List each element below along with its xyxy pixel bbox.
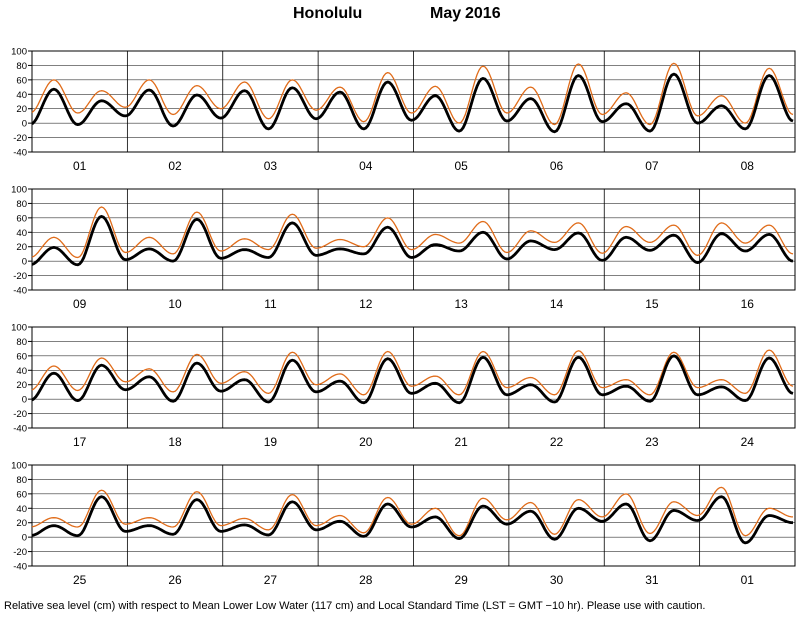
y-tick-label: 80 bbox=[16, 475, 27, 486]
y-tick-label: -20 bbox=[13, 547, 27, 558]
day-label: 23 bbox=[645, 435, 659, 449]
y-tick-label: -20 bbox=[13, 409, 27, 420]
y-tick-label: 80 bbox=[16, 337, 27, 348]
y-tick-label: -40 bbox=[13, 286, 27, 297]
chart-title: Honolulu May 2016 bbox=[0, 5, 800, 27]
day-label: 31 bbox=[645, 573, 659, 587]
y-tick-label: 100 bbox=[11, 185, 27, 196]
day-label: 06 bbox=[550, 159, 564, 173]
month-label: May bbox=[430, 5, 462, 22]
observed-tide-line bbox=[31, 354, 794, 405]
y-tick-label: -20 bbox=[13, 133, 27, 144]
y-tick-label: -40 bbox=[13, 562, 27, 573]
y-tick-label: 60 bbox=[16, 489, 27, 500]
y-tick-label: 100 bbox=[11, 323, 27, 334]
y-tick-label: 0 bbox=[22, 395, 27, 406]
observed-tide-line bbox=[31, 72, 794, 134]
y-tick-label: 20 bbox=[16, 380, 27, 391]
y-tick-label: 60 bbox=[16, 351, 27, 362]
day-label: 22 bbox=[550, 435, 564, 449]
day-label: 13 bbox=[455, 297, 469, 311]
y-tick-label: 60 bbox=[16, 75, 27, 86]
day-label: 07 bbox=[645, 159, 659, 173]
y-tick-label: -20 bbox=[13, 271, 27, 282]
day-label: 15 bbox=[645, 297, 659, 311]
day-label: 29 bbox=[455, 573, 469, 587]
day-label: 26 bbox=[168, 573, 182, 587]
day-label: 01 bbox=[741, 573, 755, 587]
y-tick-label: 20 bbox=[16, 518, 27, 529]
y-tick-label: 80 bbox=[16, 61, 27, 72]
day-label: 16 bbox=[741, 297, 755, 311]
predicted-tide-line bbox=[31, 206, 794, 259]
year-label: 2016 bbox=[465, 5, 501, 22]
day-label: 28 bbox=[359, 573, 373, 587]
observed-tide-line bbox=[31, 495, 794, 545]
predicted-tide-line bbox=[31, 62, 794, 126]
y-tick-label: 100 bbox=[11, 47, 27, 58]
y-tick-label: 100 bbox=[11, 461, 27, 472]
day-label: 19 bbox=[264, 435, 278, 449]
y-tick-label: 40 bbox=[16, 228, 27, 239]
day-label: 11 bbox=[264, 297, 277, 311]
day-label: 27 bbox=[264, 573, 278, 587]
chart-footnote: Relative sea level (cm) with respect to … bbox=[4, 600, 706, 612]
y-tick-label: 0 bbox=[22, 119, 27, 130]
day-label: 21 bbox=[455, 435, 469, 449]
day-label: 09 bbox=[73, 297, 87, 311]
y-tick-label: 0 bbox=[22, 257, 27, 268]
day-label: 17 bbox=[73, 435, 87, 449]
day-label: 08 bbox=[741, 159, 755, 173]
observed-tide-line bbox=[31, 215, 794, 267]
day-label: 05 bbox=[455, 159, 469, 173]
day-label: 25 bbox=[73, 573, 87, 587]
predicted-tide-line bbox=[31, 486, 794, 537]
day-label: 01 bbox=[73, 159, 87, 173]
y-tick-label: 40 bbox=[16, 366, 27, 377]
y-tick-label: 20 bbox=[16, 104, 27, 115]
day-label: 14 bbox=[550, 297, 564, 311]
y-tick-label: 20 bbox=[16, 242, 27, 253]
y-tick-label: 40 bbox=[16, 90, 27, 101]
day-label: 04 bbox=[359, 159, 373, 173]
day-label: 03 bbox=[264, 159, 278, 173]
y-tick-label: 60 bbox=[16, 213, 27, 224]
day-label: 10 bbox=[168, 297, 182, 311]
day-label: 24 bbox=[741, 435, 755, 449]
day-label: 30 bbox=[550, 573, 564, 587]
day-label: 20 bbox=[359, 435, 373, 449]
predicted-tide-line bbox=[31, 349, 794, 396]
y-tick-label: 0 bbox=[22, 533, 27, 544]
day-label: 12 bbox=[359, 297, 373, 311]
day-label: 18 bbox=[168, 435, 182, 449]
station-name: Honolulu bbox=[293, 5, 363, 22]
y-tick-label: 40 bbox=[16, 504, 27, 515]
y-tick-label: -40 bbox=[13, 424, 27, 435]
day-label: 02 bbox=[168, 159, 182, 173]
y-tick-label: 80 bbox=[16, 199, 27, 210]
y-tick-label: -40 bbox=[13, 148, 27, 159]
